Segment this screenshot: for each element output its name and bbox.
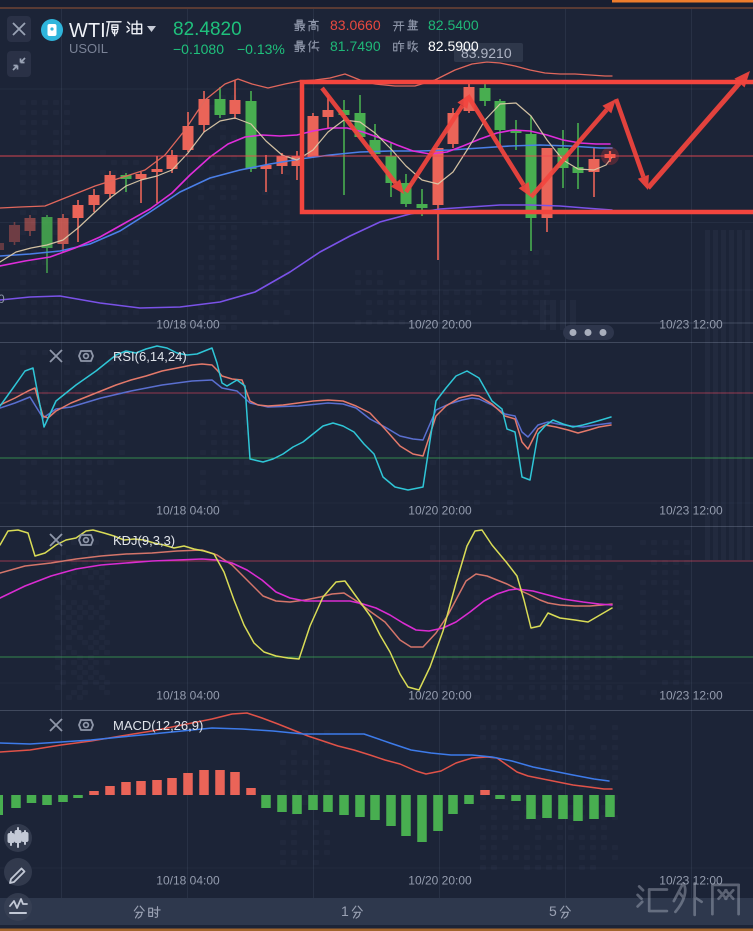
svg-text:81.7490: 81.7490 [330, 38, 381, 54]
svg-text:10/18 04:00: 10/18 04:00 [156, 689, 220, 703]
svg-text:10/20 20:00: 10/20 20:00 [408, 689, 472, 703]
svg-text:10/18 04:00: 10/18 04:00 [156, 504, 220, 518]
svg-text:83.9210: 83.9210 [461, 45, 512, 61]
svg-text:10/20 20:00: 10/20 20:00 [408, 318, 472, 332]
svg-text:5: 5 [549, 903, 557, 919]
svg-text:10/23 12:00: 10/23 12:00 [659, 504, 723, 518]
svg-text:10/18 04:00: 10/18 04:00 [156, 874, 220, 888]
svg-text:10/20 20:00: 10/20 20:00 [408, 504, 472, 518]
svg-text:USOIL: USOIL [69, 41, 108, 56]
svg-text:10/18 04:00: 10/18 04:00 [156, 318, 220, 332]
svg-text:MACD(12,26,9): MACD(12,26,9) [113, 718, 203, 733]
svg-text:10/23 12:00: 10/23 12:00 [659, 874, 723, 888]
svg-text:82.4820: 82.4820 [173, 19, 242, 40]
svg-text:10/20 20:00: 10/20 20:00 [408, 874, 472, 888]
svg-text:1: 1 [341, 903, 349, 919]
svg-text:−0.1080: −0.1080 [173, 41, 224, 57]
svg-text:10/23 12:00: 10/23 12:00 [659, 318, 723, 332]
svg-text:−0.13%: −0.13% [237, 41, 285, 57]
svg-text:RSI(6,14,24): RSI(6,14,24) [113, 349, 187, 364]
svg-text:10/23 12:00: 10/23 12:00 [659, 689, 723, 703]
svg-text:82.5900: 82.5900 [428, 38, 479, 54]
svg-text:83.0660: 83.0660 [330, 17, 381, 33]
svg-text:KDJ(9,3,3): KDJ(9,3,3) [113, 533, 175, 548]
svg-text:WTI: WTI [69, 20, 106, 42]
svg-text:82.5400: 82.5400 [428, 17, 479, 33]
svg-text:0: 0 [0, 292, 5, 306]
